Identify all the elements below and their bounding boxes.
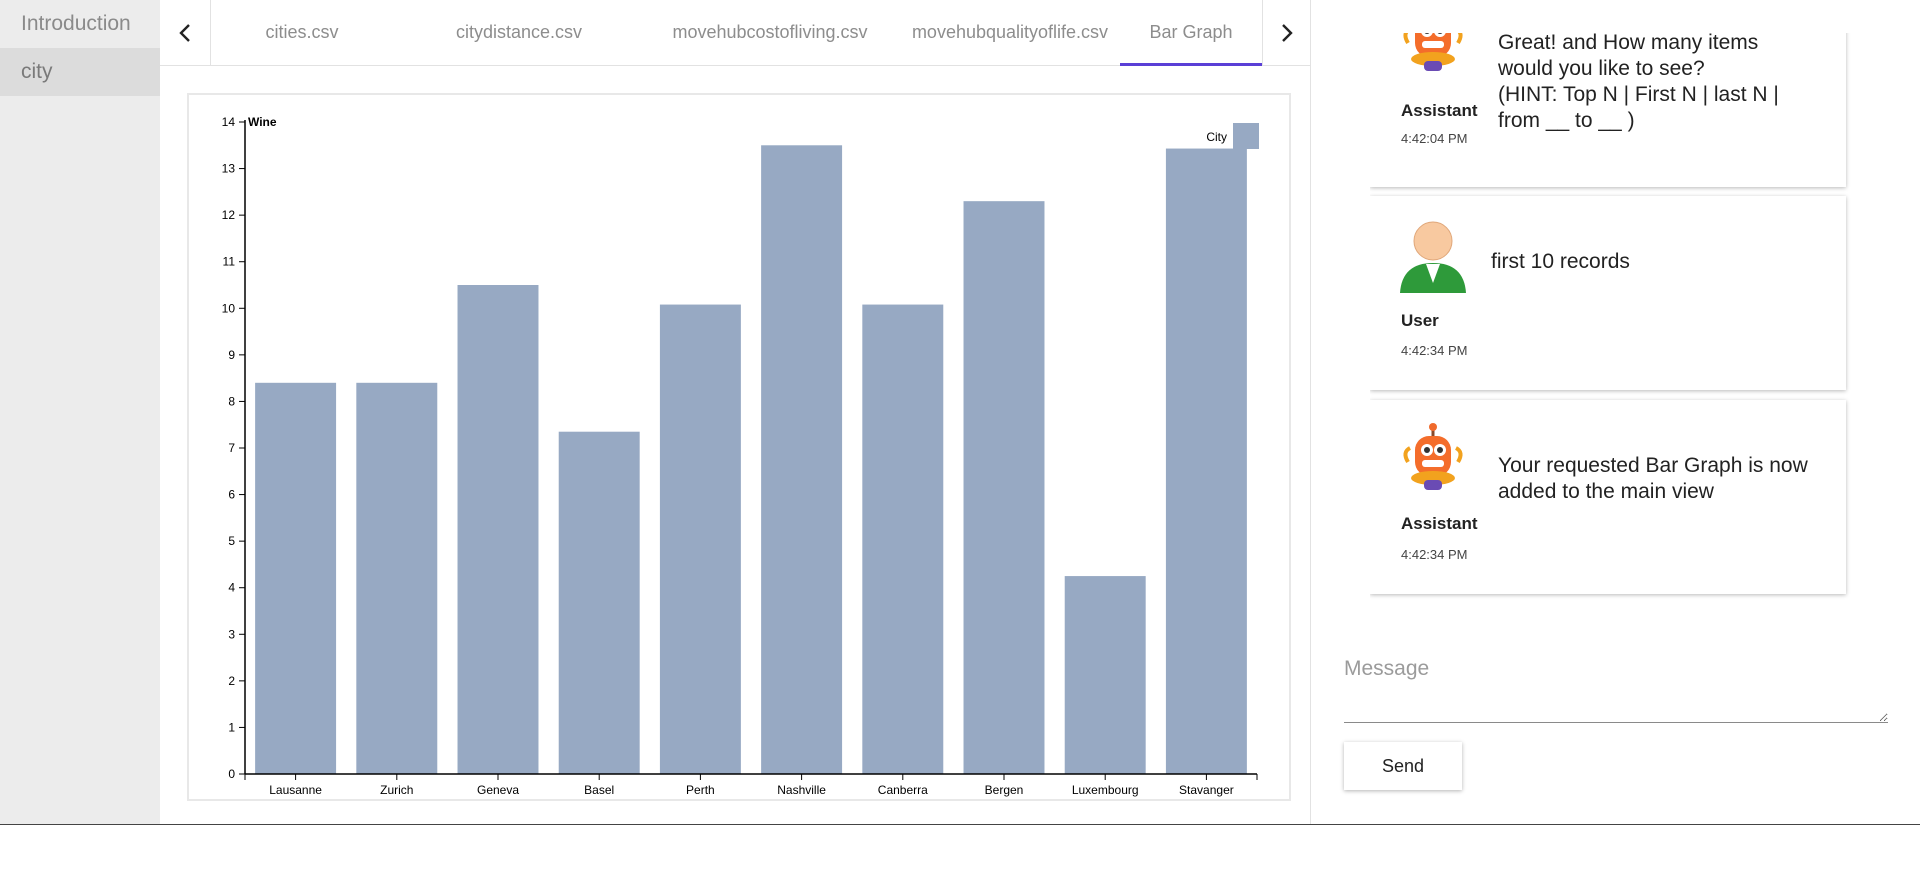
y-tick-label: 4	[228, 581, 235, 595]
y-tick-label: 3	[228, 627, 235, 641]
chart-bar	[1064, 576, 1146, 774]
page-bottom-border	[0, 824, 1920, 825]
chart-bar	[1165, 148, 1247, 774]
x-tick-label: Stavanger	[1179, 783, 1234, 797]
chat-message-user: User 4:42:34 PM first 10 records	[1370, 196, 1846, 390]
tab-cities-csv[interactable]: cities.csv	[265, 22, 339, 42]
chart-bar	[862, 304, 944, 774]
y-tick-label: 12	[222, 208, 236, 222]
chevron-right-icon	[1282, 23, 1293, 42]
y-tick-label: 0	[228, 767, 235, 781]
message-time: 4:42:34 PM	[1401, 547, 1468, 562]
x-tick-label: Canberra	[878, 783, 928, 797]
x-tick-label: Perth	[686, 783, 715, 797]
message-text: Great! and How many items would you like…	[1498, 33, 1779, 134]
message-line: Your requested Bar Graph is now	[1498, 454, 1808, 477]
message-time: 4:42:34 PM	[1401, 343, 1468, 358]
y-tick-label: 9	[228, 348, 235, 362]
panel-divider	[1310, 0, 1311, 824]
y-tick-label: 7	[228, 441, 235, 455]
tab-citydistance-csv[interactable]: citydistance.csv	[455, 22, 583, 42]
y-tick-label: 5	[228, 534, 235, 548]
x-tick-label: Luxembourg	[1072, 783, 1139, 797]
y-tick-label: 2	[228, 674, 235, 688]
robot-avatar-icon	[1403, 33, 1463, 71]
y-axis-label: Wine	[248, 115, 277, 129]
x-tick-label: Nashville	[777, 783, 826, 797]
chevron-left-icon	[179, 23, 190, 42]
chart-bar	[457, 285, 539, 774]
chat-panel: Assistant 4:42:04 PM Great! and How many…	[1311, 0, 1920, 824]
sidebar: Introduction city	[0, 0, 160, 824]
main-view: 0 1 2 3 4 5 6 7 8 9 10 11 12 13 14 Wine Lausanne Zurich Ge…	[160, 66, 1310, 824]
y-tick-label: 14	[222, 115, 236, 129]
y-tick-label: 8	[228, 394, 235, 408]
message-time: 4:42:04 PM	[1401, 131, 1468, 146]
chart-bar	[558, 431, 640, 774]
y-tick-label: 6	[228, 488, 235, 502]
message-line: first 10 records	[1491, 250, 1630, 273]
chart-bar	[963, 201, 1045, 775]
tab-bar: cities.csv citydistance.csv movehubcosto…	[160, 0, 1310, 66]
legend-label: City	[1206, 130, 1227, 144]
chart-bar	[659, 304, 741, 774]
y-tick-label: 11	[223, 255, 236, 269]
message-sender: Assistant	[1401, 101, 1478, 120]
message-line: added to the main view	[1498, 480, 1714, 503]
bar-chart-panel: 0 1 2 3 4 5 6 7 8 9 10 11 12 13 14 Wine Lausanne Zurich Ge…	[187, 93, 1291, 801]
robot-avatar-icon	[1403, 423, 1463, 490]
legend-swatch	[1233, 123, 1259, 149]
chart-bar	[356, 382, 438, 774]
user-avatar-icon	[1400, 221, 1466, 293]
y-tick-label: 1	[228, 720, 235, 734]
y-tick-label: 13	[222, 162, 236, 176]
message-sender: Assistant	[1401, 514, 1478, 533]
message-input[interactable]	[1344, 645, 1888, 723]
message-line: from __ to __ )	[1498, 109, 1635, 132]
tab-bar-graph[interactable]: Bar Graph	[1120, 0, 1262, 66]
message-line: (HINT: Top N | First N | last N |	[1498, 83, 1779, 106]
tab-movehubcostofliving-csv[interactable]: movehubcostofliving.csv	[672, 22, 868, 42]
x-tick-label: Zurich	[380, 783, 413, 797]
message-text: first 10 records	[1491, 249, 1630, 275]
chat-message-list[interactable]: Assistant 4:42:04 PM Great! and How many…	[1370, 33, 1870, 613]
x-tick-label: Basel	[584, 783, 614, 797]
x-tick-label: Bergen	[985, 783, 1024, 797]
tab-scroll-right-button[interactable]	[1262, 0, 1311, 65]
chat-message-assistant: Assistant 4:42:34 PM Your requested Bar …	[1370, 400, 1846, 594]
chart-bar	[761, 145, 843, 774]
message-line: Great! and How many items	[1498, 33, 1759, 54]
message-text: Your requested Bar Graph is now added to…	[1498, 453, 1808, 505]
sidebar-item-introduction[interactable]: Introduction	[21, 12, 131, 35]
sidebar-item-city[interactable]: city	[0, 48, 160, 96]
x-tick-label: Geneva	[477, 783, 519, 797]
tab-movehubqualityoflife-csv[interactable]: movehubqualityoflife.csv	[911, 22, 1109, 42]
message-line: would you like to see?	[1498, 57, 1705, 80]
message-sender: User	[1401, 311, 1439, 330]
y-tick-label: 10	[222, 301, 236, 315]
x-tick-label: Lausanne	[269, 783, 322, 797]
send-button[interactable]: Send	[1344, 742, 1462, 790]
chart-bar	[255, 382, 337, 774]
chat-message-assistant: Assistant 4:42:04 PM Great! and How many…	[1370, 33, 1846, 187]
tab-scroll-left-button[interactable]	[160, 0, 211, 65]
